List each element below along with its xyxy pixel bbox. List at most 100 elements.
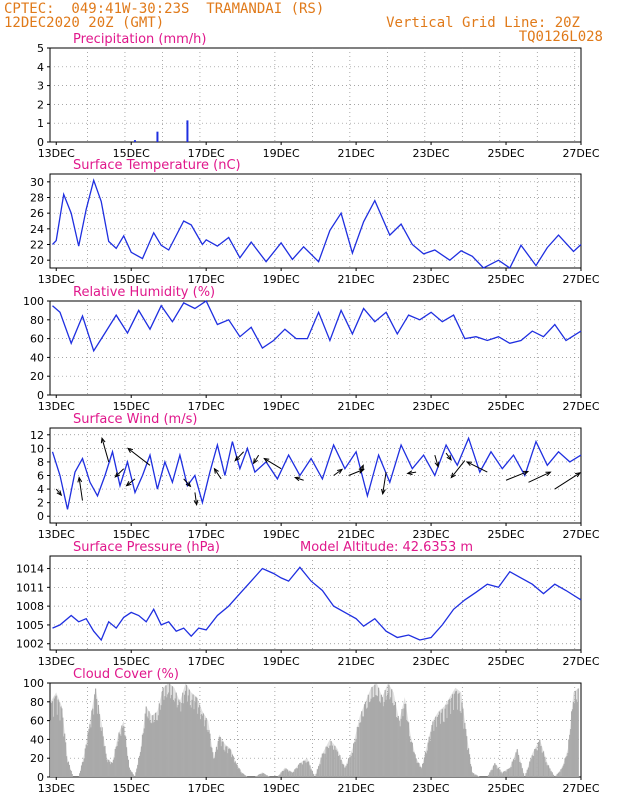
wind-arrow-head [446,454,452,461]
x-tick-label: 25DEC [487,147,524,160]
wind-arrow [528,471,552,483]
wind-arrow-shaft [382,472,387,494]
wind-arrow [359,464,364,474]
x-tick-label: 17DEC [188,273,225,286]
x-tick-label: 19DEC [263,400,300,413]
wind-arrow [125,478,136,487]
wind-arrow-shaft [214,468,222,480]
wind-arrow-shaft [554,472,581,490]
y-tick-label: 0 [37,771,44,784]
x-tick-label: 13DEC [38,400,75,413]
wind-arrow-head [575,472,582,478]
x-tick-label: 23DEC [413,528,450,541]
x-tick-label: 17DEC [188,400,225,413]
wind-arrow-head [234,455,241,462]
wind-arrow-shaft [234,451,245,461]
y-tick-label: 3 [37,80,44,93]
y-tick-label: 100 [23,295,44,308]
wind-arrow [333,468,344,476]
wind-arrow [263,457,282,470]
x-tick-label: 13DEC [38,273,75,286]
y-tick-label: 6 [37,470,44,483]
wind-arrow-head [193,499,199,506]
wind-arrow-head [263,457,270,463]
x-tick-label: 23DEC [413,782,450,795]
x-tick-label: 15DEC [113,655,150,668]
x-tick-label: 21DEC [338,273,375,286]
panel-title: Surface Wind (m/s) [73,412,197,427]
x-tick-label: 21DEC [338,528,375,541]
header-grid-note: Vertical Grid Line: 20Z [386,15,580,31]
wind-arrow-shaft [333,468,343,476]
wind-arrow [127,447,151,466]
x-tick-label: 13DEC [38,147,75,160]
x-tick-label: 27DEC [562,528,599,541]
x-tick-label: 27DEC [562,655,599,668]
wind-arrow-head [125,481,132,487]
x-tick-label: 25DEC [487,273,524,286]
x-tick-label: 25DEC [487,528,524,541]
y-tick-label: 1 [37,117,44,130]
y-tick-label: 4 [37,61,44,74]
y-tick-label: 30 [30,176,44,189]
y-tick-label: 0 [37,389,44,402]
wind-arrow-head [100,436,106,444]
x-tick-label: 23DEC [413,273,450,286]
x-tick-label: 15DEC [113,782,150,795]
x-tick-label: 27DEC [562,273,599,286]
wind-arrow-head [293,476,301,482]
wind-arrow-head [545,471,552,477]
panel-title: Surface Temperature (nC) [73,158,241,173]
x-tick-label: 27DEC [562,400,599,413]
panel-title: Precipitation (mm/h) [73,32,206,47]
wind-arrow-head [337,468,344,474]
wind-arrow-head [359,464,364,471]
y-tick-label: 2 [37,497,44,510]
pres-line [52,566,582,642]
wind-arrow-shaft [127,447,151,466]
y-tick-label: 1002 [16,638,44,651]
x-tick-label: 21DEC [338,782,375,795]
wind-arrow [505,470,530,481]
panel-title: Relative Humidity (%) [73,285,215,300]
wind-arrow [465,461,488,473]
wind-arrow-shaft [264,458,282,470]
wind-arrow-shaft [114,468,125,478]
x-tick-label: 15DEC [113,400,150,413]
header-code: TQ0126L028 [518,29,603,45]
panel-relative-humidity: Relative Humidity (%) 0 20 40 60 80 100 13DEC 15… [23,285,600,413]
wind-arrow-shaft [183,478,191,487]
wind-arrow-head [450,472,456,479]
x-tick-label: 19DEC [263,528,300,541]
x-tick-label: 13DEC [38,528,75,541]
y-tick-label: 12 [30,429,44,442]
panel-title: Cloud Cover (%) [73,667,179,682]
wind-arrow [381,472,387,496]
wind-arrow-shaft [450,460,466,478]
panel-frame [49,682,582,778]
y-tick-label: 60 [30,715,44,728]
panel-frame [49,47,582,143]
wind-arrow-shaft [295,477,304,481]
y-tick-label: 8 [37,456,44,469]
y-tick-label: 28 [30,192,44,205]
wind-arrow-head [213,467,219,474]
wind-arrow-shaft [253,454,260,464]
y-tick-label: 22 [30,239,44,252]
y-tick-label: 24 [30,223,44,236]
y-tick-label: 40 [30,733,44,746]
y-tick-label: 1011 [16,581,44,594]
y-tick-label: 26 [30,207,44,220]
wind-arrow-head [465,461,473,467]
x-tick-label: 21DEC [338,147,375,160]
x-tick-label: 17DEC [188,528,225,541]
x-tick-label: 13DEC [38,655,75,668]
y-tick-label: 80 [30,314,44,327]
header-datetime: 12DEC2020 20Z (GMT) [4,15,165,31]
x-tick-label: 15DEC [113,273,150,286]
panel-frame [49,427,582,524]
panel-frame [49,555,582,651]
wind-arrow-head [522,470,530,476]
wind-arrow [100,436,110,463]
wind-arrow [450,460,466,479]
